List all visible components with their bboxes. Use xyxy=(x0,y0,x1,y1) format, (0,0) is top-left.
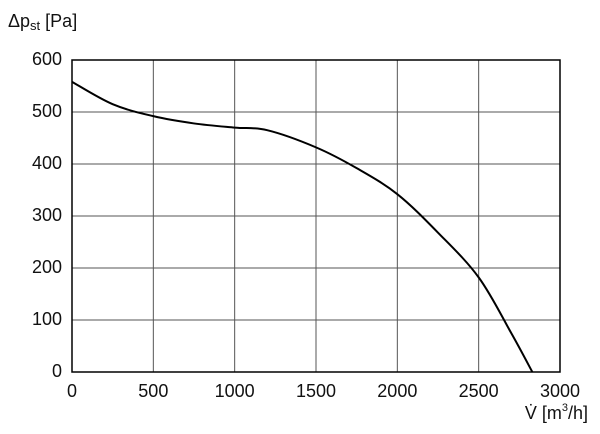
x-label-main: V̇ [m xyxy=(525,403,562,423)
y-label-unit: [Pa] xyxy=(45,11,77,31)
x-tick-label: 2500 xyxy=(459,381,499,401)
y-label-sub: st xyxy=(30,18,41,33)
y-tick-label: 500 xyxy=(32,101,62,121)
x-tick-label: 3000 xyxy=(540,381,580,401)
y-tick-label: 200 xyxy=(32,257,62,277)
y-tick-label: 100 xyxy=(32,309,62,329)
fan-curve xyxy=(71,80,534,373)
x-label-unit: /h] xyxy=(568,403,588,423)
y-tick-label: 300 xyxy=(32,205,62,225)
y-axis-label: Δpst [Pa] xyxy=(8,11,77,34)
plot-frame xyxy=(71,59,561,373)
x-tick-label: 500 xyxy=(138,381,168,401)
y-label-main: Δp xyxy=(8,11,30,31)
x-axis-label: V̇ [m3/h] xyxy=(525,402,588,423)
x-tick-label: 1000 xyxy=(215,381,255,401)
x-tick-label: 2000 xyxy=(377,381,417,401)
y-tick-label: 400 xyxy=(32,153,62,173)
x-tick-label: 0 xyxy=(67,381,77,401)
x-label-sup: 3 xyxy=(562,402,568,414)
y-tick-label: 0 xyxy=(52,361,62,381)
y-tick-label: 600 xyxy=(32,49,62,69)
x-tick-label: 1500 xyxy=(296,381,336,401)
